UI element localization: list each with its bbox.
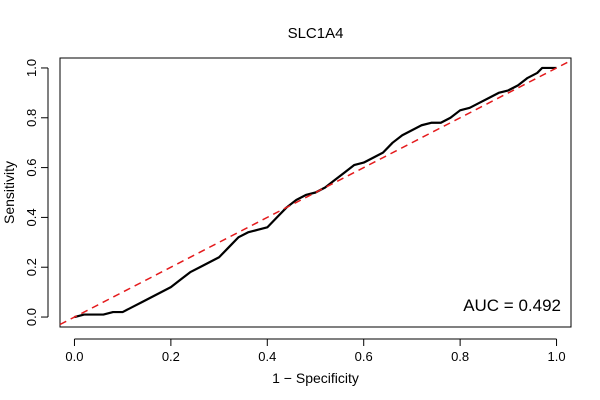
y-axis-label: Sensitivity (1, 161, 17, 224)
x-axis-label: 1 − Specificity (272, 370, 359, 386)
x-tick-label: 1.0 (547, 349, 565, 364)
auc-annotation: AUC = 0.492 (463, 296, 561, 315)
chart-title: SLC1A4 (288, 25, 344, 42)
y-tick-label: 0.8 (24, 109, 39, 127)
x-tick-label: 0.0 (65, 349, 83, 364)
x-tick-label: 0.8 (451, 349, 469, 364)
plot-frame (59, 57, 572, 328)
y-tick-label: 0.6 (24, 159, 39, 177)
y-tick-label: 0.2 (24, 258, 39, 276)
x-tick-label: 0.2 (162, 349, 180, 364)
y-tick-label: 0.4 (24, 208, 39, 226)
y-tick-label: 0.0 (24, 308, 39, 326)
x-tick-label: 0.6 (355, 349, 373, 364)
x-tick-label: 0.4 (258, 349, 276, 364)
y-tick-label: 1.0 (24, 59, 39, 77)
